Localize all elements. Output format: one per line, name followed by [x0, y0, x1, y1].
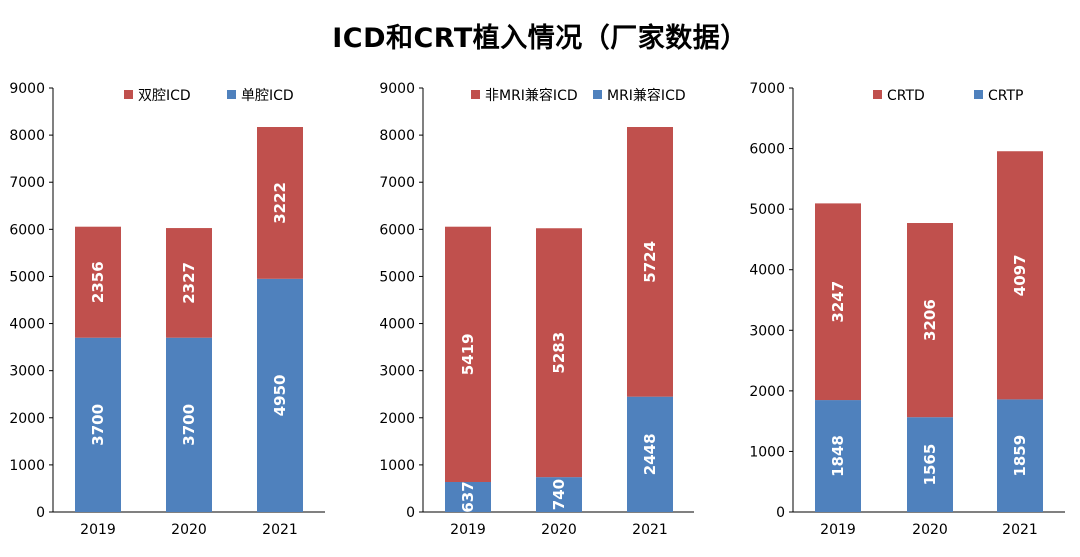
- bar-2021-segment: [257, 127, 303, 279]
- x-tick-label: 2019: [450, 522, 486, 538]
- bar-2020-segment: [536, 228, 582, 478]
- data-label: 637: [459, 481, 477, 512]
- x-tick-label: 2021: [1002, 522, 1038, 538]
- bar-2020-segment: [166, 337, 212, 512]
- data-label: 2448: [641, 433, 659, 475]
- y-tick-label: 2000: [749, 384, 785, 400]
- y-tick-label: 1000: [379, 458, 415, 474]
- x-tick-label: 2020: [912, 522, 948, 538]
- bar-2019-segment: [445, 481, 491, 512]
- legend-swatch: [124, 90, 133, 99]
- y-tick-label: 4000: [749, 263, 785, 279]
- bar-2020-segment: [907, 223, 953, 418]
- x-tick-label: 2021: [262, 522, 298, 538]
- bar-2019-segment: [75, 226, 121, 338]
- bar-2020-segment: [166, 228, 212, 338]
- y-tick-label: 4000: [379, 317, 415, 333]
- y-tick-label: 9000: [379, 81, 415, 97]
- data-label: 2327: [180, 262, 198, 304]
- y-tick-label: 5000: [749, 202, 785, 218]
- bar-2019-segment: [445, 226, 491, 482]
- bar-2020-segment: [907, 417, 953, 512]
- bar-2021-segment: [257, 278, 303, 512]
- bar-2019-segment: [815, 400, 861, 512]
- y-tick-label: 1000: [749, 444, 785, 460]
- data-label: 5724: [641, 241, 659, 283]
- y-tick-label: 8000: [9, 128, 45, 144]
- legend-swatch: [974, 90, 983, 99]
- y-tick-label: 0: [36, 505, 45, 521]
- legend-label: 单腔ICD: [241, 88, 294, 104]
- data-label: 2356: [89, 261, 107, 303]
- data-label: 3222: [271, 182, 289, 224]
- y-tick-label: 7000: [749, 81, 785, 97]
- data-label: 1848: [829, 435, 847, 477]
- bar-2021-segment: [627, 396, 673, 512]
- bar-2021-segment: [997, 151, 1043, 400]
- x-tick-label: 2020: [171, 522, 207, 538]
- data-label: 1859: [1011, 435, 1029, 477]
- y-tick-label: 5000: [9, 269, 45, 285]
- y-tick-label: 7000: [379, 175, 415, 191]
- data-label: 3700: [89, 404, 107, 446]
- y-tick-label: 6000: [9, 222, 45, 238]
- bar-2021-segment: [627, 127, 673, 397]
- data-label: 740: [550, 479, 568, 510]
- legend-swatch: [227, 90, 236, 99]
- y-tick-label: 4000: [9, 317, 45, 333]
- bar-2019-segment: [75, 337, 121, 512]
- y-tick-label: 0: [776, 505, 785, 521]
- data-label: 5283: [550, 332, 568, 374]
- data-label: 4950: [271, 375, 289, 417]
- y-tick-label: 2000: [9, 411, 45, 427]
- x-tick-label: 2019: [80, 522, 116, 538]
- x-tick-label: 2021: [632, 522, 668, 538]
- legend-label: CRTP: [988, 88, 1023, 104]
- bar-2019-segment: [815, 203, 861, 401]
- data-label: 4097: [1011, 254, 1029, 296]
- y-tick-label: 3000: [379, 364, 415, 380]
- y-tick-label: 5000: [379, 269, 415, 285]
- legend-label: 非MRI兼容ICD: [485, 87, 578, 104]
- y-tick-label: 3000: [9, 364, 45, 380]
- legend-swatch: [873, 90, 882, 99]
- legend-swatch: [593, 90, 602, 99]
- data-label: 3700: [180, 404, 198, 446]
- y-tick-label: 6000: [379, 222, 415, 238]
- x-tick-label: 2020: [541, 522, 577, 538]
- y-tick-label: 7000: [9, 175, 45, 191]
- bar-2021-segment: [997, 399, 1043, 512]
- y-tick-label: 3000: [749, 323, 785, 339]
- y-tick-label: 6000: [749, 142, 785, 158]
- data-label: 3247: [829, 281, 847, 323]
- y-tick-label: 9000: [9, 81, 45, 97]
- bar-2020-segment: [536, 477, 582, 512]
- x-tick-label: 2019: [820, 522, 856, 538]
- data-label: 5419: [459, 333, 477, 375]
- y-tick-label: 2000: [379, 411, 415, 427]
- y-tick-label: 0: [406, 505, 415, 521]
- data-label: 1565: [921, 444, 939, 486]
- data-label: 3206: [921, 299, 939, 341]
- legend-label: MRI兼容ICD: [607, 87, 686, 104]
- legend-swatch: [471, 90, 480, 99]
- y-tick-label: 1000: [9, 458, 45, 474]
- page-title: ICD和CRT植入情况（厂家数据）: [332, 23, 748, 54]
- legend-label: 双腔ICD: [138, 88, 191, 104]
- legend-label: CRTD: [887, 88, 925, 104]
- y-tick-label: 8000: [379, 128, 415, 144]
